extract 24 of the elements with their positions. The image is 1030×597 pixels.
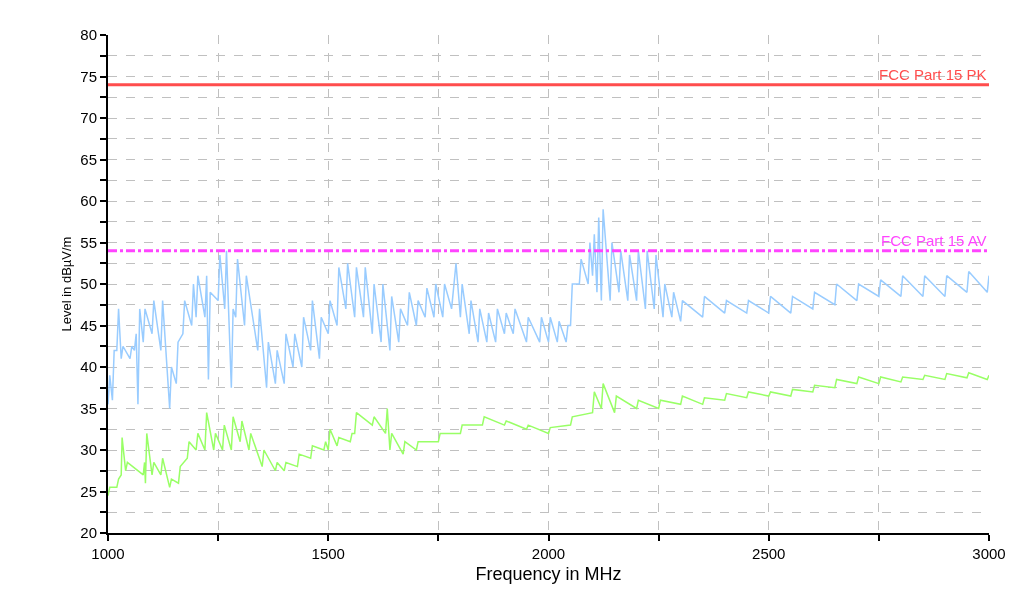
- x-axis-title: Frequency in MHz: [475, 563, 622, 584]
- x-tick-label: 2500: [752, 545, 786, 562]
- line-series: [108, 208, 989, 410]
- ref-line-label: FCC Part 15 PK: [879, 66, 987, 83]
- y-tick-label: 65: [80, 150, 97, 168]
- x-tick-label: 1000: [91, 545, 125, 562]
- y-tick-label: 70: [80, 109, 97, 127]
- x-tick-label: 2000: [531, 545, 566, 562]
- y-tick-label: 25: [80, 482, 97, 500]
- y-tick-label: 45: [80, 316, 97, 334]
- y-axis-title: Level in dBµV/m: [58, 236, 74, 332]
- y-tick-label: 35: [80, 399, 97, 417]
- y-tick-label: 60: [80, 192, 97, 210]
- y-tick-label: 75: [80, 67, 97, 85]
- x-tick-label: 3000: [972, 545, 1006, 562]
- y-tick-label: 30: [80, 441, 97, 459]
- y-tick-label: 20: [80, 524, 97, 542]
- line-series: [108, 372, 989, 497]
- ref-line-label: FCC Part 15 AV: [881, 232, 987, 249]
- x-tick-label: 1500: [311, 545, 345, 562]
- y-tick-label: 50: [80, 275, 97, 293]
- y-tick-label: 55: [80, 233, 97, 251]
- y-tick-label: 80: [80, 26, 97, 44]
- y-tick-label: 40: [80, 358, 97, 376]
